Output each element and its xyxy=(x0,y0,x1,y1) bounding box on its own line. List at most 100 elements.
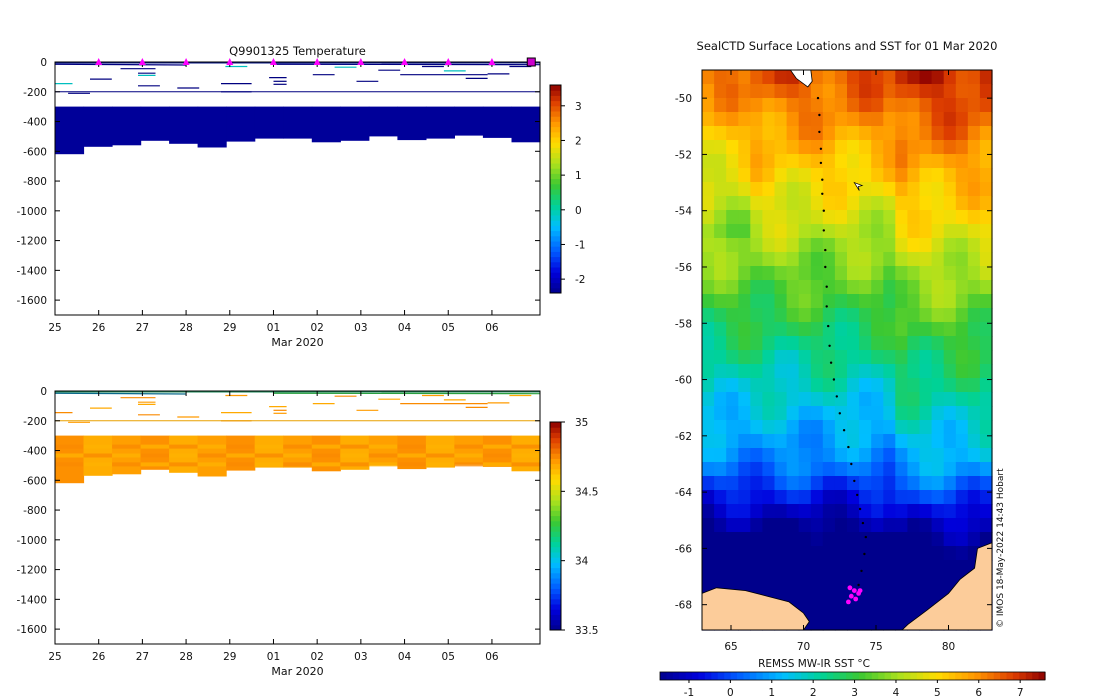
sst-cell xyxy=(907,574,921,589)
sst-cell xyxy=(859,392,872,407)
y-tick-label: -1600 xyxy=(16,624,47,636)
sst-cell xyxy=(955,504,969,519)
sst-cell xyxy=(702,392,715,407)
deep-layer-block xyxy=(454,106,484,136)
colorbar-segment xyxy=(550,126,561,133)
sst-cell xyxy=(883,406,896,421)
colorbar-segment xyxy=(550,458,561,465)
sst-cell xyxy=(967,98,981,113)
sst-cell xyxy=(822,294,836,309)
sst-cell xyxy=(786,546,800,561)
sst-cell xyxy=(847,476,860,491)
sst-cell xyxy=(762,238,776,253)
sst-cell xyxy=(798,280,812,295)
sst-cell xyxy=(847,84,860,99)
sst-cell xyxy=(943,462,957,477)
colorbar-segment xyxy=(550,593,561,600)
sst-cell xyxy=(750,476,763,491)
sst-cell xyxy=(979,98,993,113)
x-tick-label: 01 xyxy=(267,651,280,663)
sst-colorbar-segment xyxy=(730,672,738,680)
sst-cell xyxy=(786,154,800,169)
sst-cell xyxy=(834,546,848,561)
sst-cell xyxy=(967,238,981,253)
sst-cell xyxy=(967,280,981,295)
sst-cell xyxy=(822,504,836,519)
sst-colorbar-segment xyxy=(762,672,770,680)
sst-cell xyxy=(750,266,763,281)
sst-cell xyxy=(822,280,836,295)
sst-cell xyxy=(798,126,812,141)
sst-cell xyxy=(883,196,896,211)
sst-cell xyxy=(822,126,836,141)
colorbar-segment xyxy=(550,157,561,164)
colorbar-segment xyxy=(550,604,561,610)
sst-cell xyxy=(895,182,908,197)
sst-cell xyxy=(883,154,896,169)
sst-cell xyxy=(726,84,739,99)
sst-cell xyxy=(907,84,921,99)
sst-colorbar-segment xyxy=(839,672,847,680)
y-tick-label: -600 xyxy=(23,475,47,487)
sst-cell xyxy=(859,504,872,519)
sst-cell xyxy=(883,546,896,561)
sst-cell xyxy=(859,266,872,281)
lat-tick-label: -50 xyxy=(675,93,692,105)
track-point xyxy=(858,507,862,511)
colorbar-segment xyxy=(550,567,561,574)
sst-cell xyxy=(871,364,884,379)
sst-cell xyxy=(774,266,788,281)
salinity-band xyxy=(83,453,113,458)
colorbar-segment xyxy=(550,85,561,91)
sst-colorbar-tick-label: 2 xyxy=(810,687,817,699)
sst-cell xyxy=(883,126,896,141)
sst-cell xyxy=(774,364,788,379)
x-tick-label: 27 xyxy=(136,322,149,334)
sst-cell xyxy=(871,574,884,589)
track-point xyxy=(825,305,828,308)
sst-cell xyxy=(931,434,945,449)
sst-cell xyxy=(834,560,848,575)
deep-layer-block xyxy=(397,106,427,141)
sst-cell xyxy=(859,168,872,183)
sst-cell xyxy=(762,504,776,519)
sst-cell xyxy=(943,252,957,267)
sst-cell xyxy=(943,196,957,211)
sst-cell xyxy=(834,168,848,183)
sst-cell xyxy=(810,280,824,295)
colorbar-segment xyxy=(550,442,561,449)
sst-cell xyxy=(714,378,727,393)
sst-cell xyxy=(810,308,824,323)
sst-cell xyxy=(750,350,763,365)
sst-cell xyxy=(786,196,800,211)
colorbar-segment xyxy=(550,235,561,242)
sst-cell xyxy=(883,364,896,379)
sst-cell xyxy=(943,476,957,491)
sst-cell xyxy=(738,574,751,589)
sst-cell xyxy=(967,210,981,225)
sst-cell xyxy=(714,294,727,309)
sst-cell xyxy=(714,448,727,463)
sst-cell xyxy=(871,448,884,463)
sst-cell xyxy=(726,70,739,85)
sst-cell xyxy=(774,574,788,589)
track-point xyxy=(860,569,863,573)
sst-cell xyxy=(979,210,993,225)
sst-cell xyxy=(834,392,848,407)
sst-cell xyxy=(822,168,836,183)
sst-cell xyxy=(883,252,896,267)
sst-cell xyxy=(859,448,872,463)
sst-cell xyxy=(750,182,763,197)
sst-cell xyxy=(871,210,884,225)
sst-cell xyxy=(931,378,945,393)
sst-cell xyxy=(859,574,872,589)
sst-cell xyxy=(907,462,921,477)
sst-cell xyxy=(714,392,727,407)
sst-cell xyxy=(798,168,812,183)
sst-cell xyxy=(919,518,933,533)
sst-cell xyxy=(859,476,872,491)
sst-cell xyxy=(774,350,788,365)
sst-cell xyxy=(726,224,739,239)
sst-cell xyxy=(774,238,788,253)
sst-colorbar-segment xyxy=(788,672,796,680)
